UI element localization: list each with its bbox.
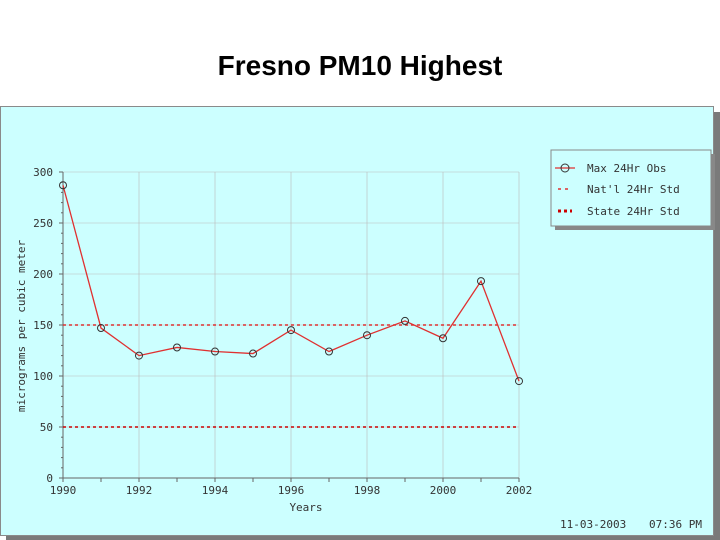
data-point bbox=[135, 351, 143, 360]
footer-time: 07:36 PM bbox=[649, 518, 702, 531]
y-axis-label: micrograms per cubic meter bbox=[15, 240, 28, 413]
standard-lines bbox=[63, 324, 519, 428]
max-24hr-obs-line bbox=[62, 185, 520, 382]
data-point bbox=[211, 347, 219, 356]
data-point bbox=[515, 377, 523, 386]
data-point bbox=[363, 331, 371, 340]
x-tick-label: 2002 bbox=[506, 484, 533, 497]
y-tick-label: 200 bbox=[33, 268, 53, 281]
y-tick-label: 150 bbox=[33, 319, 53, 332]
slide-title: Fresno PM10 Highest bbox=[217, 50, 503, 81]
y-tick-label: 250 bbox=[33, 217, 53, 230]
y-tick-label: 50 bbox=[40, 421, 53, 434]
x-tick-label: 1992 bbox=[126, 484, 153, 497]
data-point bbox=[59, 181, 67, 190]
x-tick-label: 1990 bbox=[50, 484, 77, 497]
y-tick-label: 300 bbox=[33, 166, 53, 179]
data-point bbox=[439, 334, 447, 343]
legend: Max 24Hr Obs Nat'l 24Hr Std State 24Hr S… bbox=[550, 149, 715, 230]
data-point bbox=[97, 324, 105, 333]
legend-label-natl-std: Nat'l 24Hr Std bbox=[587, 183, 680, 196]
x-tick-label: 1996 bbox=[278, 484, 305, 497]
x-tick-label: 1994 bbox=[202, 484, 229, 497]
legend-box bbox=[550, 149, 712, 227]
tick-labels: 0 50 100 150 200 250 300 1990 1992 1994 1996 1998 20… bbox=[33, 166, 532, 497]
data-point bbox=[325, 347, 333, 356]
legend-label-state-std: State 24Hr Std bbox=[587, 205, 680, 218]
data-point bbox=[287, 326, 295, 335]
data-point bbox=[173, 343, 181, 352]
x-tick-label: 2000 bbox=[430, 484, 457, 497]
x-tick-label: 1998 bbox=[354, 484, 381, 497]
legend-label-max-obs: Max 24Hr Obs bbox=[587, 162, 666, 175]
data-point bbox=[249, 349, 257, 358]
x-axis-label: Years bbox=[289, 501, 322, 514]
y-tick-label: 100 bbox=[33, 370, 53, 383]
series-max-24hr-obs bbox=[59, 181, 523, 386]
data-point bbox=[401, 316, 409, 325]
footer-date: 11-03-2003 bbox=[560, 518, 626, 531]
legend-marker-max-obs-circle bbox=[560, 163, 570, 173]
data-point bbox=[477, 277, 485, 286]
y-tick-label: 0 bbox=[46, 472, 53, 485]
